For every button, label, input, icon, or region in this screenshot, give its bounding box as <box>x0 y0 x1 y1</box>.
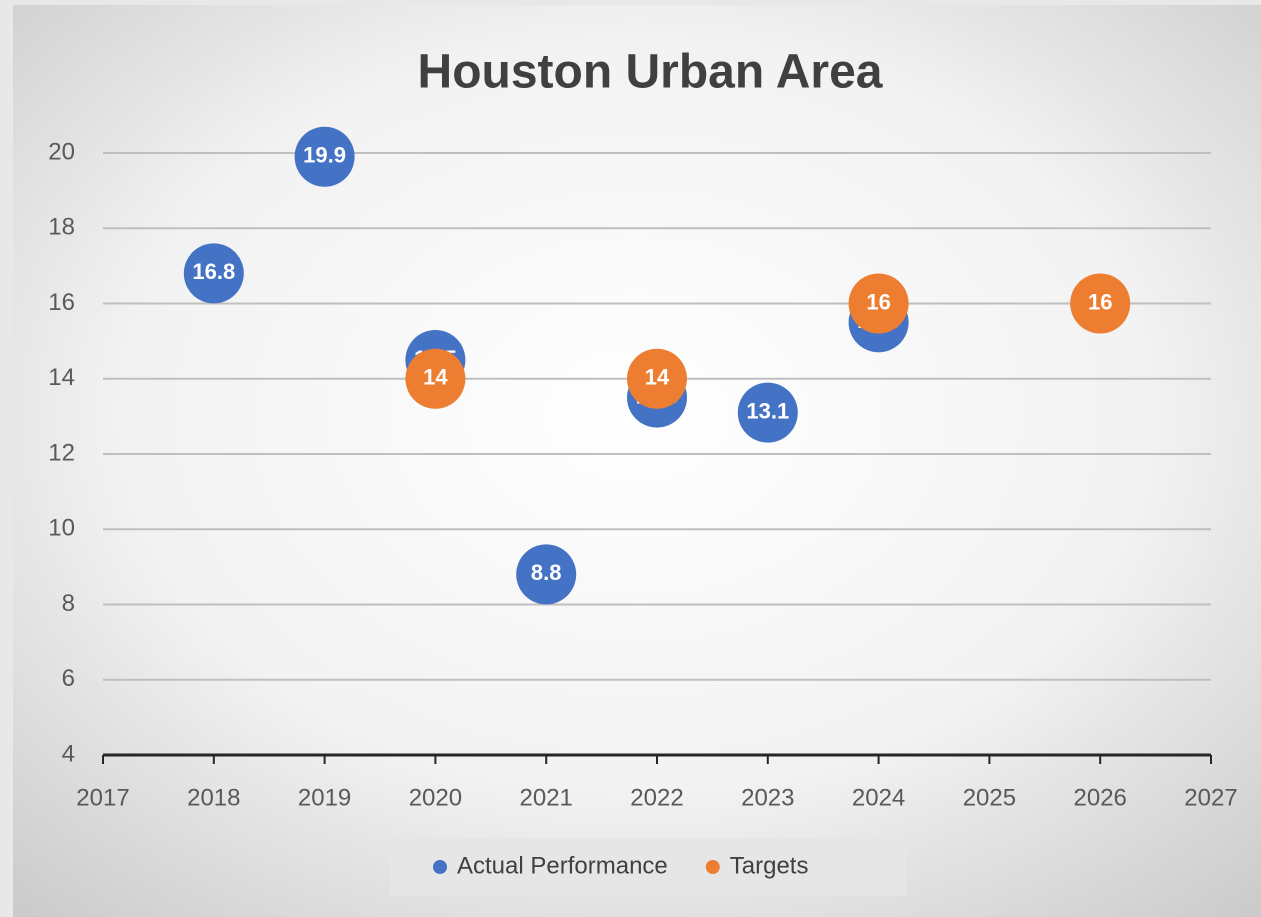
legend-label: Actual Performance <box>457 852 668 879</box>
point <box>627 348 687 409</box>
point <box>1070 273 1131 334</box>
data-label: 14 <box>645 365 670 390</box>
x-tick-label: 2019 <box>298 784 351 811</box>
legend-box <box>390 838 906 896</box>
point <box>405 348 466 409</box>
y-tick-label: 18 <box>48 214 75 241</box>
data-label: 8.8 <box>531 560 562 585</box>
data-label: 16.8 <box>192 259 235 284</box>
legend-marker <box>705 860 720 874</box>
y-tick-label: 12 <box>48 439 75 466</box>
x-tick-label: 2024 <box>852 784 905 811</box>
point <box>294 126 355 187</box>
x-tick-label: 2022 <box>630 784 683 811</box>
y-tick-label: 16 <box>48 289 75 316</box>
data-label: 14 <box>423 365 448 390</box>
y-tick-label: 10 <box>48 515 75 542</box>
chart-area <box>13 5 1261 917</box>
y-tick-label: 4 <box>62 740 75 767</box>
point <box>737 382 798 443</box>
x-tick-label: 2021 <box>520 784 573 811</box>
x-tick-label: 2023 <box>741 784 794 811</box>
data-label: 16 <box>1088 289 1112 314</box>
chart-title: Houston Urban Area <box>418 46 883 99</box>
y-tick-label: 6 <box>62 665 75 692</box>
point <box>848 273 909 334</box>
legend-marker <box>433 860 447 874</box>
data-label: 13.1 <box>746 398 789 423</box>
legend-label: Targets <box>730 852 809 879</box>
x-tick-label: 2027 <box>1184 784 1237 811</box>
x-tick-label: 2018 <box>187 784 240 811</box>
y-tick-label: 20 <box>48 138 75 165</box>
x-tick-label: 2020 <box>409 784 462 811</box>
point <box>516 544 577 605</box>
y-tick-label: 14 <box>48 364 75 391</box>
x-tick-label: 2025 <box>963 784 1016 811</box>
data-label: 19.9 <box>303 143 346 168</box>
x-tick-label: 2017 <box>76 784 129 811</box>
data-label: 16 <box>866 289 890 314</box>
x-tick-label: 2026 <box>1074 784 1127 811</box>
y-tick-label: 8 <box>62 590 75 617</box>
point <box>183 243 244 304</box>
